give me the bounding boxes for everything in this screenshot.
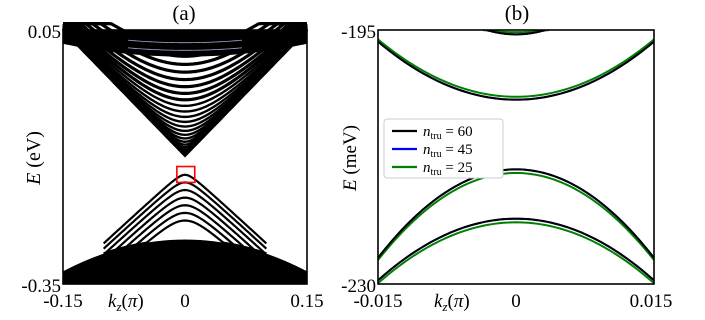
series-line xyxy=(378,221,654,284)
conduction-subband-line xyxy=(63,22,307,95)
panel-a-xtick-middle: 0 xyxy=(180,291,190,312)
series-line xyxy=(378,171,654,261)
conduction-subband-line xyxy=(62,24,308,124)
panel-b-xtick-left: -0.015 xyxy=(353,291,402,312)
legend-box xyxy=(383,118,504,179)
series-line xyxy=(378,217,654,282)
panel-a-frame xyxy=(62,29,308,285)
legend-entry: ntru = 60 xyxy=(392,124,473,142)
panel-a-xtick-left: -0.15 xyxy=(43,291,83,312)
conduction-subband-line xyxy=(62,23,308,119)
panel-b-xtick-middle: 0 xyxy=(511,291,521,312)
panel-a-ylabel: E (eV) xyxy=(23,131,45,186)
legend-label: ntru = 60 xyxy=(423,124,473,142)
panel-a-plot-area xyxy=(62,22,308,284)
legend-entry: ntru = 25 xyxy=(392,160,473,178)
series-line xyxy=(378,40,654,101)
panel-b-ylabel: E (meV) xyxy=(340,125,361,192)
conduction-subband-line xyxy=(63,22,307,102)
conduction-dense-region xyxy=(63,30,307,57)
series-line xyxy=(486,30,546,36)
panel-b-plot-area xyxy=(378,30,654,284)
panel-a-label: (a) xyxy=(172,1,195,25)
panel-b-xtick-right: 0.015 xyxy=(630,291,673,312)
valence-subband-line xyxy=(103,219,267,255)
panel-a-ytick-top: 0.05 xyxy=(28,22,61,43)
conduction-subband-line xyxy=(63,22,307,108)
series-line xyxy=(378,38,654,98)
panel-a-ytick-bottom: -0.35 xyxy=(21,276,61,297)
panel-b-ytick-bottom: -230 xyxy=(341,276,376,297)
panel-b-label: (b) xyxy=(505,1,530,25)
legend-label: ntru = 45 xyxy=(423,142,473,160)
panel-a-xlabel: kz(π) xyxy=(108,291,144,314)
inset-zoom-box xyxy=(176,165,196,184)
conduction-subband-line xyxy=(62,22,308,113)
legend-label: ntru = 25 xyxy=(423,160,473,178)
legend: ntru = 60 ntru = 45 ntru = 25 xyxy=(383,118,504,179)
valence-bulk-continuum xyxy=(63,239,307,284)
conduction-highlight-line xyxy=(128,39,242,44)
conduction-highlight-line xyxy=(128,47,242,51)
valence-subband-line xyxy=(102,173,268,245)
valence-subband-line xyxy=(103,196,267,255)
legend-entry: ntru = 45 xyxy=(392,142,473,160)
panel-b: (b) -195 -230 -0.015 0 0.015 kz(π) E (me… xyxy=(340,1,672,314)
panel-b-xlabel: kz(π) xyxy=(434,291,470,314)
panel-b-frame xyxy=(377,29,655,285)
panel-a: (a) 0.05 -0.35 -0.15 0 0.15 kz(π) E (eV) xyxy=(21,1,323,314)
panel-a-xtick-right: 0.15 xyxy=(290,291,323,312)
valence-subband-line xyxy=(103,188,267,255)
series-line xyxy=(378,168,654,259)
panel-b-ytick-top: -195 xyxy=(341,22,376,43)
valence-subband-line xyxy=(103,204,267,255)
